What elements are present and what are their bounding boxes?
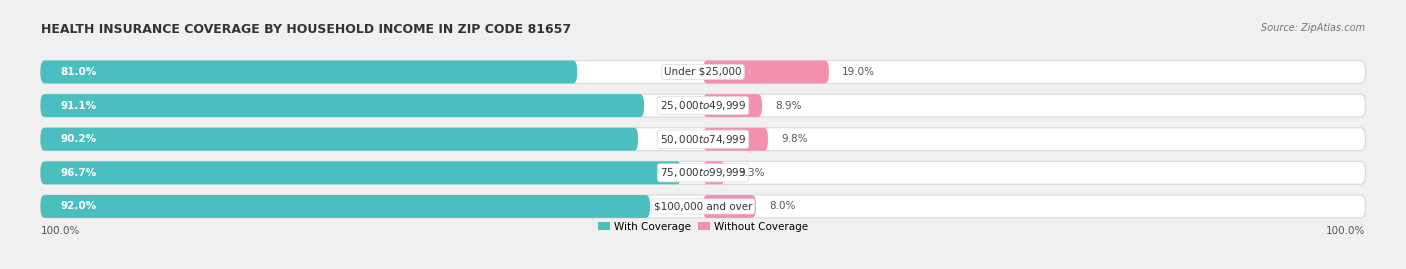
FancyBboxPatch shape [703,161,725,184]
Legend: With Coverage, Without Coverage: With Coverage, Without Coverage [593,217,813,236]
FancyBboxPatch shape [41,94,1365,117]
FancyBboxPatch shape [41,161,1365,184]
Text: 90.2%: 90.2% [60,134,97,144]
Text: 100.0%: 100.0% [1326,226,1365,236]
FancyBboxPatch shape [703,195,756,218]
Text: HEALTH INSURANCE COVERAGE BY HOUSEHOLD INCOME IN ZIP CODE 81657: HEALTH INSURANCE COVERAGE BY HOUSEHOLD I… [41,23,571,36]
Text: $25,000 to $49,999: $25,000 to $49,999 [659,99,747,112]
Text: 81.0%: 81.0% [60,67,97,77]
Text: 8.0%: 8.0% [769,201,796,211]
Text: 8.9%: 8.9% [775,101,801,111]
FancyBboxPatch shape [41,161,681,184]
FancyBboxPatch shape [703,128,768,151]
Text: 91.1%: 91.1% [60,101,97,111]
Text: 92.0%: 92.0% [60,201,97,211]
Text: $50,000 to $74,999: $50,000 to $74,999 [659,133,747,146]
Text: Source: ZipAtlas.com: Source: ZipAtlas.com [1261,23,1365,33]
Text: 9.8%: 9.8% [782,134,807,144]
Text: $100,000 and over: $100,000 and over [654,201,752,211]
FancyBboxPatch shape [41,61,576,83]
FancyBboxPatch shape [703,94,762,117]
Text: 19.0%: 19.0% [842,67,875,77]
FancyBboxPatch shape [703,61,830,83]
Text: 3.3%: 3.3% [738,168,765,178]
FancyBboxPatch shape [41,195,1365,218]
FancyBboxPatch shape [41,128,638,151]
Text: Under $25,000: Under $25,000 [664,67,742,77]
FancyBboxPatch shape [41,128,1365,151]
FancyBboxPatch shape [41,94,644,117]
Text: 100.0%: 100.0% [41,226,80,236]
FancyBboxPatch shape [41,195,650,218]
Text: $75,000 to $99,999: $75,000 to $99,999 [659,166,747,179]
Text: 96.7%: 96.7% [60,168,97,178]
FancyBboxPatch shape [41,61,1365,83]
